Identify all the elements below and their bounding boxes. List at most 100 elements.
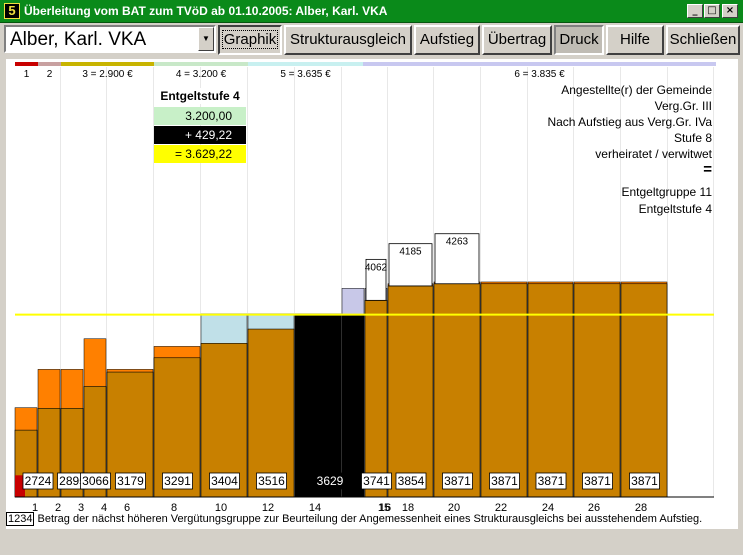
x-tick-label: 10	[215, 502, 227, 514]
x-tick-label: 14	[309, 502, 321, 514]
value-label: 3291	[164, 474, 191, 488]
next-value-label: 4062	[365, 262, 388, 273]
value-label-box	[209, 472, 240, 490]
bar	[247, 328, 295, 498]
value-label-box	[442, 472, 473, 490]
stage-bar	[363, 62, 716, 66]
calc-box-title-bg	[154, 88, 246, 104]
schliessen-button[interactable]: Schließen	[666, 25, 740, 55]
stage-bar	[248, 62, 363, 66]
value-label-box	[115, 472, 146, 490]
bar	[364, 300, 388, 498]
stage-label: 4 = 3.200 €	[176, 69, 227, 80]
bar	[480, 283, 528, 498]
bar	[433, 283, 481, 498]
info-grade: Verg.Gr. III	[654, 99, 712, 113]
value-label-box	[535, 472, 567, 490]
value-label-box	[395, 472, 427, 490]
close-icon[interactable]: ×	[722, 4, 738, 18]
stage-label: 2	[47, 69, 53, 80]
value-label: 2724	[25, 474, 52, 488]
x-tick-label: 3	[78, 502, 84, 514]
x-tick-label: 2	[55, 502, 61, 514]
druck-button[interactable]: Druck	[554, 25, 604, 55]
strukturausgleich-button[interactable]: Strukturausgleich	[284, 25, 412, 55]
stage-bar	[154, 62, 248, 66]
bar	[341, 314, 365, 498]
value-label: 2895	[59, 474, 86, 488]
x-tick-label: 20	[448, 502, 460, 514]
stage-label: 1	[24, 69, 30, 80]
bar	[387, 285, 434, 498]
calc-total: = 3.629,22	[175, 147, 232, 161]
value-label: 3066	[82, 474, 109, 488]
x-tick-label: 6	[124, 502, 130, 514]
next-value-label: 4185	[399, 247, 422, 258]
window-title: Überleitung vom BAT zum TVöD ab 01.10.20…	[24, 4, 388, 18]
stage-bar	[15, 62, 38, 66]
next-value-label: 4263	[446, 237, 469, 248]
calc-base-bg	[154, 107, 246, 125]
value-label: 3871	[584, 474, 611, 488]
title-bar: 5 Überleitung vom BAT zum TVöD ab 01.10.…	[0, 0, 743, 23]
graphik-button[interactable]: Graphik	[218, 25, 282, 55]
aufstieg-button[interactable]: Aufstieg	[414, 25, 480, 55]
x-tick-label: 4	[101, 502, 107, 514]
info-family-status: verheiratet / verwitwet	[595, 147, 712, 161]
x-tick-label: 16	[379, 502, 391, 514]
bar	[200, 343, 248, 498]
minimize-icon[interactable]: _	[687, 4, 703, 18]
calc-base: 3.200,00	[185, 109, 232, 123]
value-label: 3516	[258, 474, 285, 488]
maximize-icon[interactable]: □	[704, 4, 720, 18]
value-label-box	[80, 472, 111, 490]
graphik-label: Graphik	[221, 30, 279, 49]
employee-value: Alber, Karl. VKA	[10, 29, 147, 50]
info-equals: =	[703, 161, 712, 178]
value-label-box	[256, 472, 287, 490]
stage-bar	[61, 62, 154, 66]
x-tick-label: 24	[542, 502, 554, 514]
value-label-box	[629, 472, 660, 490]
value-label: 3179	[117, 474, 144, 488]
stage-label: 6 = 3.835 €	[514, 69, 565, 80]
next-value-box	[365, 258, 387, 301]
value-label: 3871	[631, 474, 658, 488]
stage-bar	[38, 62, 61, 66]
legend-sample-box: 1234	[6, 512, 35, 526]
value-label-box	[489, 472, 520, 490]
calc-total-bg	[154, 145, 246, 163]
status-strip	[0, 530, 743, 555]
stage-label: 3 = 2.900 €	[82, 69, 133, 80]
x-tick-label: 18	[402, 502, 414, 514]
footer-legend: 1234 Betrag der nächst höheren Vergütungs…	[6, 512, 702, 526]
next-value-box	[388, 243, 433, 287]
calc-add-bg	[154, 126, 246, 144]
app-icon: 5	[4, 3, 20, 19]
bar	[527, 283, 574, 498]
value-label-box	[314, 472, 346, 490]
bar	[620, 283, 668, 498]
value-label-box	[162, 472, 193, 490]
hilfe-button[interactable]: Hilfe	[606, 25, 664, 55]
value-label: 3404	[211, 474, 238, 488]
toolbar: Alber, Karl. VKA ▼ Graphik Strukturausgl…	[0, 23, 743, 59]
uebertrag-button[interactable]: Übertrag	[482, 25, 552, 55]
value-label: 3741	[363, 474, 390, 488]
x-tick-label: 22	[495, 502, 507, 514]
legend-text: Betrag der nächst höheren Vergütungsgrup…	[37, 513, 703, 525]
info-pay-step: Entgeltstufe 4	[638, 202, 712, 216]
info-employer: Angestellte(r) der Gemeinde	[561, 83, 712, 97]
bar	[573, 283, 621, 498]
chevron-down-icon[interactable]: ▼	[198, 27, 214, 51]
info-promotion: Nach Aufstieg aus Verg.Gr. IVa	[547, 115, 712, 129]
value-label-box	[582, 472, 613, 490]
value-label: 3629	[317, 474, 344, 488]
value-label-box	[361, 472, 392, 490]
x-tick-label: 12	[262, 502, 274, 514]
employee-select[interactable]: Alber, Karl. VKA ▼	[4, 25, 216, 53]
x-tick-label: 8	[171, 502, 177, 514]
bar-low-part	[15, 475, 25, 497]
x-tick-label: 28	[635, 502, 647, 514]
